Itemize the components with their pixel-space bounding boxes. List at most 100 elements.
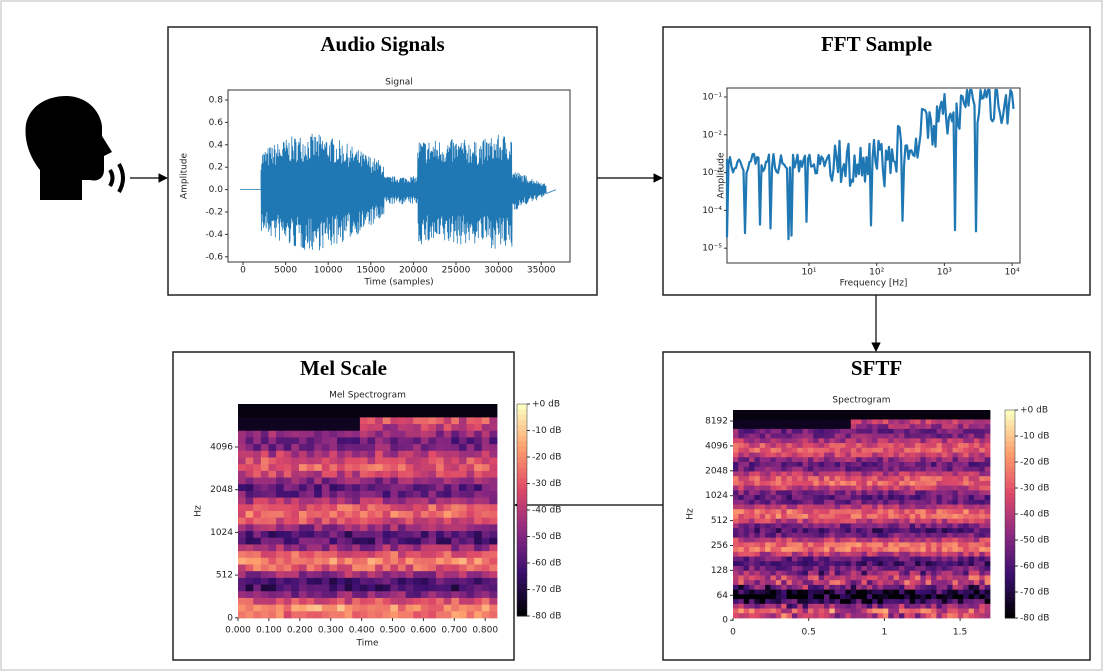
spectrogram-cell — [974, 476, 980, 481]
spectrogram-cell — [835, 599, 841, 604]
spectrogram-cell — [383, 544, 391, 551]
spectrogram-cell — [813, 557, 819, 562]
spectrogram-cell — [781, 547, 787, 552]
spectrogram-cell — [851, 476, 857, 481]
spectrogram-cell — [888, 453, 894, 458]
spectrogram-cell — [856, 566, 862, 571]
spectrogram-cell — [760, 424, 766, 429]
spectrogram-cell — [899, 424, 905, 429]
spectrogram-cell — [910, 481, 916, 486]
spectrogram-cell — [969, 429, 975, 434]
spectrogram-cell — [291, 558, 299, 565]
spectrogram-cell — [360, 565, 368, 572]
spectrogram-cell — [329, 565, 337, 572]
spectrogram-cell — [436, 578, 444, 585]
spectrogram-cell — [867, 495, 873, 500]
spectrogram-cell — [985, 519, 991, 524]
spectrogram-cell — [482, 504, 490, 511]
spectrogram-cell — [352, 504, 360, 511]
spectrogram-cell — [862, 552, 868, 557]
spectrogram-cell — [840, 429, 846, 434]
spectrogram-cell — [459, 611, 467, 618]
spectrogram-cell — [829, 542, 835, 547]
spectrogram-cell — [985, 481, 991, 486]
spectrogram-cell — [459, 471, 467, 478]
spectrogram-cell — [953, 476, 959, 481]
spectrogram-cell — [744, 481, 750, 486]
spectrogram-cell — [413, 565, 421, 572]
colorbar-label: -70 dB — [532, 585, 561, 595]
spectrogram-cell — [733, 514, 739, 519]
spectrogram-cell — [915, 429, 921, 434]
spectrogram-cell — [835, 410, 841, 415]
spectrogram-cell — [390, 611, 398, 618]
spectrogram-cell — [246, 424, 254, 431]
spectrogram-cell — [421, 611, 429, 618]
spectrogram-cell — [969, 448, 975, 453]
spectrogram-cell — [776, 547, 782, 552]
spectrogram-cell — [451, 558, 459, 565]
spectrogram-cell — [421, 585, 429, 592]
spectrogram-cell — [899, 533, 905, 538]
spectrogram-cell — [749, 575, 755, 580]
spectrogram-cell — [899, 476, 905, 481]
spectrogram-cell — [851, 542, 857, 547]
spectrogram-cell — [974, 542, 980, 547]
spectrogram-cell — [421, 411, 429, 418]
spectrogram-cell — [329, 437, 337, 444]
spectrogram-cell — [776, 599, 782, 604]
spectrogram-cell — [345, 524, 353, 531]
spectrogram-cell — [947, 453, 953, 458]
spectrogram-cell — [808, 566, 814, 571]
spectrogram-cell — [375, 578, 383, 585]
spectrogram-cell — [390, 585, 398, 592]
spectrogram-cell — [829, 571, 835, 576]
spectrogram-cell — [947, 438, 953, 443]
spectrogram-cell — [253, 411, 261, 418]
spectrogram-cell — [845, 429, 851, 434]
spectrogram-cell — [337, 504, 345, 511]
spectrogram-cell — [253, 444, 261, 451]
spectrogram-cell — [765, 613, 771, 618]
spectrogram-cell — [851, 505, 857, 510]
spectrogram-cell — [894, 443, 900, 448]
spectrogram-cell — [979, 457, 985, 462]
spectrogram-cell — [474, 551, 482, 558]
spectrogram-cell — [963, 481, 969, 486]
spectrogram-cell — [474, 571, 482, 578]
spectrogram-cell — [352, 578, 360, 585]
spectrogram-cell — [436, 471, 444, 478]
spectrogram-cell — [979, 590, 985, 595]
spectrogram-cell — [787, 599, 793, 604]
spectrogram-cell — [760, 457, 766, 462]
spectrogram-cell — [489, 464, 497, 471]
spectrogram-cell — [840, 467, 846, 472]
spectrogram-cell — [291, 424, 299, 431]
spectrogram-cell — [482, 605, 490, 612]
spectrogram-cell — [878, 434, 884, 439]
colorbar-cell — [517, 478, 527, 484]
spectrogram-cell — [979, 505, 985, 510]
spectrogram-cell — [474, 484, 482, 491]
spectrogram-cell — [824, 476, 830, 481]
spectrogram-cell — [744, 547, 750, 552]
spectrogram-cell — [444, 484, 452, 491]
spectrogram-cell — [936, 575, 942, 580]
spectrogram-cell — [738, 476, 744, 481]
spectrogram-cell — [904, 533, 910, 538]
spectrogram-cell — [862, 547, 868, 552]
spectrogram-cell — [352, 558, 360, 565]
spectrogram-cell — [770, 434, 776, 439]
spectrogram-cell — [474, 518, 482, 525]
spectrogram-cell — [904, 500, 910, 505]
spectrogram-cell — [749, 500, 755, 505]
spectrogram-cell — [819, 604, 825, 609]
spectrogram-cell — [797, 561, 803, 566]
spectrogram-cell — [307, 578, 315, 585]
spectrogram-cell — [894, 533, 900, 538]
colorbar-cell — [517, 489, 527, 495]
spectrogram-cell — [797, 594, 803, 599]
spectrogram-cell — [953, 585, 959, 590]
spectrogram-cell — [840, 613, 846, 618]
spectrogram-cell — [974, 590, 980, 595]
